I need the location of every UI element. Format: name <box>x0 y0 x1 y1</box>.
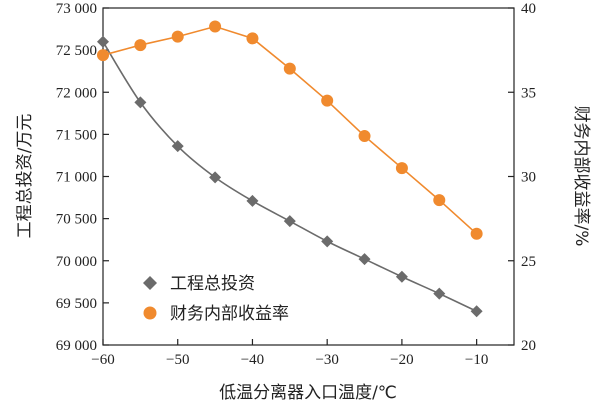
data-point-diamond <box>246 194 259 207</box>
left-y-tick-label: 72 500 <box>56 43 97 59</box>
legend-diamond-marker <box>143 276 157 290</box>
x-axis-title: 低温分离器入口温度/℃ <box>219 383 397 403</box>
left-y-axis-title: 工程总投资/万元 <box>15 114 35 239</box>
data-point-circle <box>395 162 408 175</box>
data-point-circle <box>470 227 483 240</box>
data-point-diamond <box>209 171 222 184</box>
x-tick-label: −40 <box>241 352 264 368</box>
x-axis: −60 −50 −40 −30 −20 −10 <box>91 339 488 368</box>
data-point-diamond <box>321 235 334 248</box>
data-point-diamond <box>470 305 483 318</box>
left-y-tick-label: 70 500 <box>56 212 97 228</box>
legend-label-irr: 财务内部收益率 <box>170 304 289 324</box>
right-y-tick-label: 40 <box>521 1 536 17</box>
left-y-tick-label: 71 500 <box>56 127 97 143</box>
legend-item-investment: 工程总投资 <box>143 274 255 294</box>
x-tick-label: −30 <box>315 352 338 368</box>
series-line <box>102 41 477 313</box>
left-y-tick-label: 71 000 <box>56 170 97 186</box>
series-investment <box>97 35 483 318</box>
x-tick-label: −10 <box>465 352 488 368</box>
right-y-tick-label: 30 <box>521 170 536 186</box>
series-layer <box>97 20 483 318</box>
x-tick-label: −50 <box>166 352 189 368</box>
legend-item-irr: 财务内部收益率 <box>143 304 289 324</box>
left-y-tick-label: 70 000 <box>56 254 97 270</box>
right-y-axis: 20 25 30 35 40 <box>508 1 536 354</box>
data-point-diamond <box>358 253 371 266</box>
data-point-circle <box>433 194 446 207</box>
data-point-diamond <box>97 35 109 48</box>
right-y-tick-label: 25 <box>521 254 536 270</box>
data-point-diamond <box>283 215 296 228</box>
legend-label-investment: 工程总投资 <box>170 274 255 294</box>
data-point-circle <box>246 32 259 45</box>
left-y-tick-label: 69 500 <box>56 296 97 312</box>
data-point-diamond <box>395 270 408 283</box>
data-point-circle <box>321 94 334 107</box>
left-y-tick-label: 69 000 <box>56 338 97 354</box>
x-tick-label: −60 <box>91 352 114 368</box>
data-point-circle <box>97 49 109 62</box>
legend-circle-marker <box>143 306 157 320</box>
left-y-tick-label: 73 000 <box>56 1 97 17</box>
series-irr <box>97 20 483 240</box>
right-y-tick-label: 35 <box>521 85 536 101</box>
data-point-circle <box>358 130 371 143</box>
right-y-tick-label: 20 <box>521 338 536 354</box>
data-point-circle <box>134 39 147 52</box>
x-tick-label: −20 <box>390 352 413 368</box>
data-point-diamond <box>134 96 147 109</box>
data-point-circle <box>209 20 222 33</box>
left-y-axis: 69 000 69 500 70 000 70 500 71 000 71 500 72 0… <box>56 1 109 354</box>
series-line <box>102 25 478 235</box>
left-y-tick-label: 72 000 <box>56 85 97 101</box>
data-point-circle <box>283 62 296 75</box>
data-point-circle <box>171 30 184 43</box>
right-y-axis-title: 财务内部收益率/% <box>571 106 591 247</box>
data-point-diamond <box>171 140 184 153</box>
data-point-diamond <box>433 287 446 300</box>
legend: 工程总投资 财务内部收益率 <box>143 274 289 324</box>
plot-frame <box>102 7 515 346</box>
